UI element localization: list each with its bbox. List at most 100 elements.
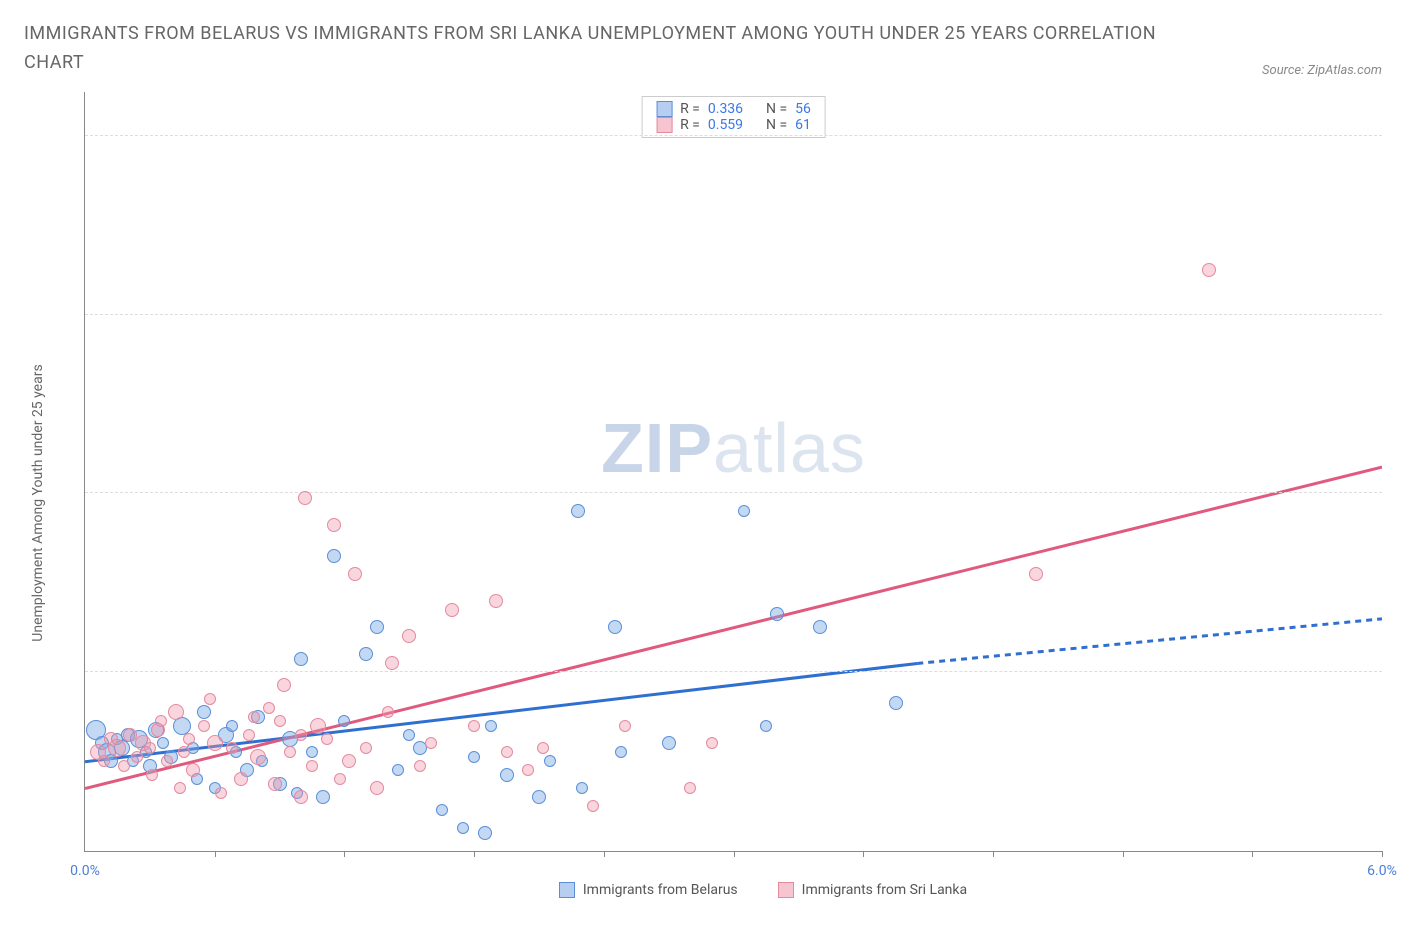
point-srilanka bbox=[334, 773, 346, 785]
watermark: ZIPatlas bbox=[601, 408, 866, 488]
point-belarus bbox=[457, 822, 469, 834]
point-belarus bbox=[294, 652, 308, 666]
point-srilanka bbox=[327, 518, 341, 532]
point-belarus bbox=[770, 607, 784, 621]
point-srilanka bbox=[445, 603, 459, 617]
y-tick-label: 40.0% bbox=[1389, 469, 1406, 485]
point-belarus bbox=[485, 720, 497, 732]
point-srilanka bbox=[402, 629, 416, 643]
point-srilanka bbox=[174, 782, 186, 794]
point-belarus bbox=[370, 620, 384, 634]
point-belarus bbox=[760, 720, 772, 732]
point-belarus bbox=[544, 755, 556, 767]
point-srilanka bbox=[178, 746, 190, 758]
trend-lines bbox=[85, 92, 1382, 851]
point-srilanka bbox=[155, 715, 167, 727]
point-belarus bbox=[403, 729, 415, 741]
point-belarus bbox=[197, 705, 211, 719]
x-tick-label-min: 0.0% bbox=[70, 863, 100, 879]
x-tick bbox=[1123, 851, 1124, 857]
y-tick-label: 60.0% bbox=[1389, 291, 1406, 307]
point-belarus bbox=[226, 720, 238, 732]
point-srilanka bbox=[277, 678, 291, 692]
point-srilanka bbox=[348, 567, 362, 581]
point-srilanka bbox=[168, 704, 184, 720]
point-belarus bbox=[359, 647, 373, 661]
point-srilanka bbox=[360, 742, 372, 754]
y-axis-label: Unemployment Among Youth under 25 years bbox=[30, 364, 46, 641]
point-belarus bbox=[327, 549, 341, 563]
gridline bbox=[85, 671, 1382, 672]
point-belarus bbox=[306, 746, 318, 758]
swatch-belarus-icon bbox=[559, 882, 575, 898]
point-belarus bbox=[500, 768, 514, 782]
point-belarus bbox=[576, 782, 588, 794]
point-belarus bbox=[813, 620, 827, 634]
x-tick bbox=[1382, 851, 1383, 857]
point-srilanka bbox=[414, 760, 426, 772]
point-srilanka bbox=[268, 777, 282, 791]
point-belarus bbox=[338, 715, 350, 727]
point-srilanka bbox=[131, 751, 143, 763]
point-srilanka bbox=[183, 733, 195, 745]
point-srilanka bbox=[144, 742, 156, 754]
gridline bbox=[85, 492, 1382, 493]
x-tick-label-max: 6.0% bbox=[1367, 863, 1397, 879]
swatch-srilanka-icon bbox=[778, 882, 794, 898]
x-tick bbox=[734, 851, 735, 857]
point-srilanka bbox=[1202, 263, 1216, 277]
point-srilanka bbox=[310, 718, 326, 734]
point-srilanka bbox=[98, 755, 110, 767]
point-belarus bbox=[392, 764, 404, 776]
point-srilanka bbox=[294, 790, 308, 804]
point-srilanka bbox=[587, 800, 599, 812]
legend-row-belarus: R = 0.336 N = 56 bbox=[656, 101, 811, 117]
point-srilanka bbox=[298, 491, 312, 505]
point-srilanka bbox=[489, 594, 503, 608]
x-tick bbox=[993, 851, 994, 857]
point-srilanka bbox=[619, 720, 631, 732]
point-srilanka bbox=[207, 735, 223, 751]
point-srilanka bbox=[425, 737, 437, 749]
chart-title: IMMIGRANTS FROM BELARUS VS IMMIGRANTS FR… bbox=[24, 20, 1174, 78]
series-legend: Immigrants from Belarus Immigrants from … bbox=[144, 882, 1382, 898]
point-srilanka bbox=[321, 733, 333, 745]
point-srilanka bbox=[248, 711, 260, 723]
x-tick bbox=[1252, 851, 1253, 857]
legend-item-srilanka: Immigrants from Sri Lanka bbox=[778, 882, 967, 898]
point-srilanka bbox=[501, 746, 513, 758]
source-attribution: Source: ZipAtlas.com bbox=[1262, 63, 1382, 78]
point-belarus bbox=[532, 790, 546, 804]
chart-container: Unemployment Among Youth under 25 years … bbox=[24, 92, 1382, 898]
point-srilanka bbox=[537, 742, 549, 754]
point-srilanka bbox=[118, 760, 130, 772]
point-srilanka bbox=[306, 760, 318, 772]
point-srilanka bbox=[284, 746, 296, 758]
y-tick-label: 20.0% bbox=[1389, 648, 1406, 664]
point-srilanka bbox=[215, 787, 227, 799]
point-srilanka bbox=[161, 755, 173, 767]
point-belarus bbox=[157, 737, 169, 749]
point-belarus bbox=[316, 790, 330, 804]
legend-row-srilanka: R = 0.559 N = 61 bbox=[656, 117, 811, 133]
point-srilanka bbox=[263, 702, 275, 714]
point-srilanka bbox=[385, 656, 399, 670]
x-tick bbox=[474, 851, 475, 857]
point-srilanka bbox=[522, 764, 534, 776]
point-belarus bbox=[662, 736, 676, 750]
point-srilanka bbox=[468, 720, 480, 732]
gridline bbox=[85, 135, 1382, 136]
x-tick bbox=[863, 851, 864, 857]
point-belarus bbox=[571, 504, 585, 518]
point-belarus bbox=[436, 804, 448, 816]
y-tick-label: 80.0% bbox=[1389, 112, 1406, 128]
point-srilanka bbox=[204, 693, 216, 705]
x-tick bbox=[604, 851, 605, 857]
point-srilanka bbox=[295, 729, 307, 741]
x-tick bbox=[344, 851, 345, 857]
point-srilanka bbox=[243, 729, 255, 741]
point-srilanka bbox=[146, 769, 158, 781]
correlation-legend: R = 0.336 N = 56 R = 0.559 N = 61 bbox=[641, 96, 826, 138]
swatch-belarus-icon bbox=[656, 101, 672, 117]
point-srilanka bbox=[274, 715, 286, 727]
